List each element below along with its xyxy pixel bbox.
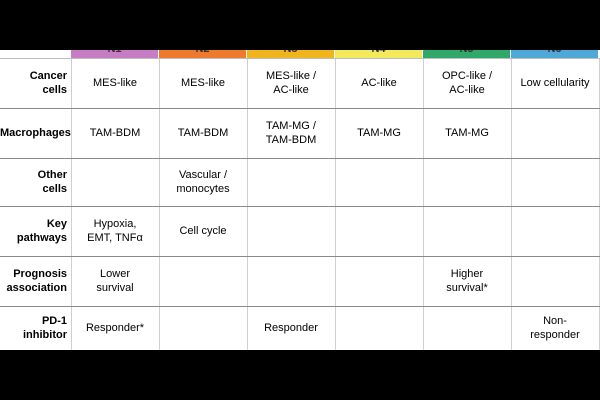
- cell-text: AC-like: [361, 77, 397, 89]
- table-cell: Hypoxia, EMT, TNFα: [71, 217, 159, 245]
- row-label-line: association: [6, 282, 67, 294]
- row-label: Other cells: [0, 168, 67, 196]
- cell-text: Hypoxia,: [93, 218, 137, 230]
- row-label-line: inhibitor: [23, 329, 67, 341]
- cell-text: Low cellularity: [520, 77, 590, 89]
- table-cell: TAM-BDM: [159, 126, 247, 140]
- cell-text: AC-like: [449, 84, 485, 96]
- table-cell: TAM-MG: [335, 126, 423, 140]
- row-label-line: Cancer: [29, 70, 67, 82]
- table-cell: Vascular / monocytes: [159, 168, 247, 196]
- table-cell: TAM-MG / TAM-BDM: [247, 119, 335, 147]
- table-cell: AC-like: [335, 76, 423, 90]
- column-header-3: N3: [247, 50, 335, 58]
- table-cell: TAM-MG: [423, 126, 511, 140]
- cell-text: TAM-MG: [357, 127, 401, 139]
- cell-text: TAM-BDM: [177, 127, 229, 139]
- row-divider: [0, 158, 600, 159]
- cell-text: Cell cycle: [179, 225, 227, 237]
- column-header-row: N1N2N3N4N5N6: [0, 50, 600, 58]
- cell-text: Responder*: [85, 322, 145, 334]
- cell-text: MES-like: [92, 77, 137, 89]
- column-divider: [247, 58, 248, 350]
- table-cell: Lower survival: [71, 267, 159, 295]
- table-cell: OPC-like / AC-like: [423, 69, 511, 97]
- table-cell: Responder: [247, 321, 335, 335]
- column-divider: [423, 58, 424, 350]
- row-divider: [0, 256, 600, 257]
- column-header-2: N2: [159, 50, 247, 58]
- cell-text: Responder: [264, 322, 318, 334]
- cell-text: TAM-BDM: [89, 127, 141, 139]
- row-label-line: cells: [42, 84, 67, 96]
- cell-text: Higher: [450, 268, 484, 280]
- cell-text: MES-like: [180, 77, 225, 89]
- cell-text: monocytes: [176, 183, 230, 195]
- cell-text: AC-like: [273, 84, 309, 96]
- cell-text: survival*: [446, 282, 488, 294]
- table-cell: MES-like / AC-like: [247, 69, 335, 97]
- row-label: Key pathways: [0, 217, 67, 245]
- column-header-1: N1: [71, 50, 159, 58]
- row-label-line: Macrophages: [0, 127, 71, 139]
- cell-text: TAM-MG /: [266, 120, 316, 132]
- row-divider: [0, 58, 600, 59]
- row-label-line: pathways: [16, 232, 67, 244]
- cell-text: EMT, TNFα: [87, 232, 143, 244]
- row-divider: [0, 306, 600, 307]
- cell-text: Lower: [100, 268, 130, 280]
- cell-text: responder: [530, 329, 580, 341]
- row-label-line: Prognosis: [13, 268, 67, 280]
- row-label-line: cells: [42, 183, 67, 195]
- cell-text: Non-: [543, 315, 567, 327]
- row-label-line: Other: [37, 169, 67, 181]
- column-divider: [159, 58, 160, 350]
- column-header-4: N4: [335, 50, 423, 58]
- table-cell: Higher survival*: [423, 267, 511, 295]
- cell-text: OPC-like /: [441, 70, 493, 82]
- table-cell: Cell cycle: [159, 224, 247, 238]
- row-label: Prognosis association: [0, 267, 67, 295]
- table-cell: TAM-BDM: [71, 126, 159, 140]
- table-cell: Responder*: [71, 321, 159, 335]
- column-header-6: N6: [511, 50, 599, 58]
- row-label: Cancer cells: [0, 69, 67, 97]
- cell-text: TAM-MG: [445, 127, 489, 139]
- column-divider: [335, 58, 336, 350]
- row-divider: [0, 206, 600, 207]
- row-label-line: Key: [46, 218, 67, 230]
- cell-text: MES-like /: [265, 70, 317, 82]
- column-divider: [511, 58, 512, 350]
- comparison-table: N1N2N3N4N5N6 Cancer cells MES-like MES-like…: [0, 50, 600, 350]
- row-divider: [0, 108, 600, 109]
- table-cell: MES-like: [71, 76, 159, 90]
- cell-text: survival: [96, 282, 134, 294]
- row-label: PD-1 inhibitor: [0, 314, 67, 342]
- row-label-line: PD-1: [41, 315, 67, 327]
- table-cell: Non-responder: [511, 314, 599, 342]
- table-cell: Low cellularity: [511, 76, 599, 90]
- cell-text: TAM-BDM: [265, 134, 317, 146]
- row-label: Macrophages: [0, 126, 71, 140]
- cell-text: Vascular /: [178, 169, 228, 181]
- column-header-5: N5: [423, 50, 511, 58]
- column-divider: [71, 58, 72, 350]
- table-cell: MES-like: [159, 76, 247, 90]
